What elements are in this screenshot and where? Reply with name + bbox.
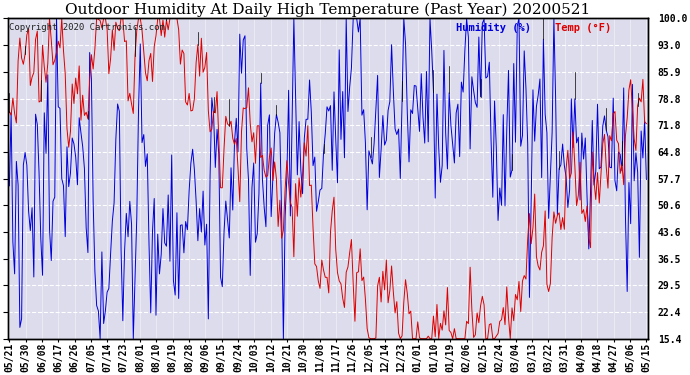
Text: Temp (°F): Temp (°F)	[555, 23, 611, 33]
Title: Outdoor Humidity At Daily High Temperature (Past Year) 20200521: Outdoor Humidity At Daily High Temperatu…	[66, 3, 591, 17]
Text: Humidity (%): Humidity (%)	[456, 23, 531, 33]
Text: Copyright 2020 Cartronics.com: Copyright 2020 Cartronics.com	[9, 23, 165, 32]
